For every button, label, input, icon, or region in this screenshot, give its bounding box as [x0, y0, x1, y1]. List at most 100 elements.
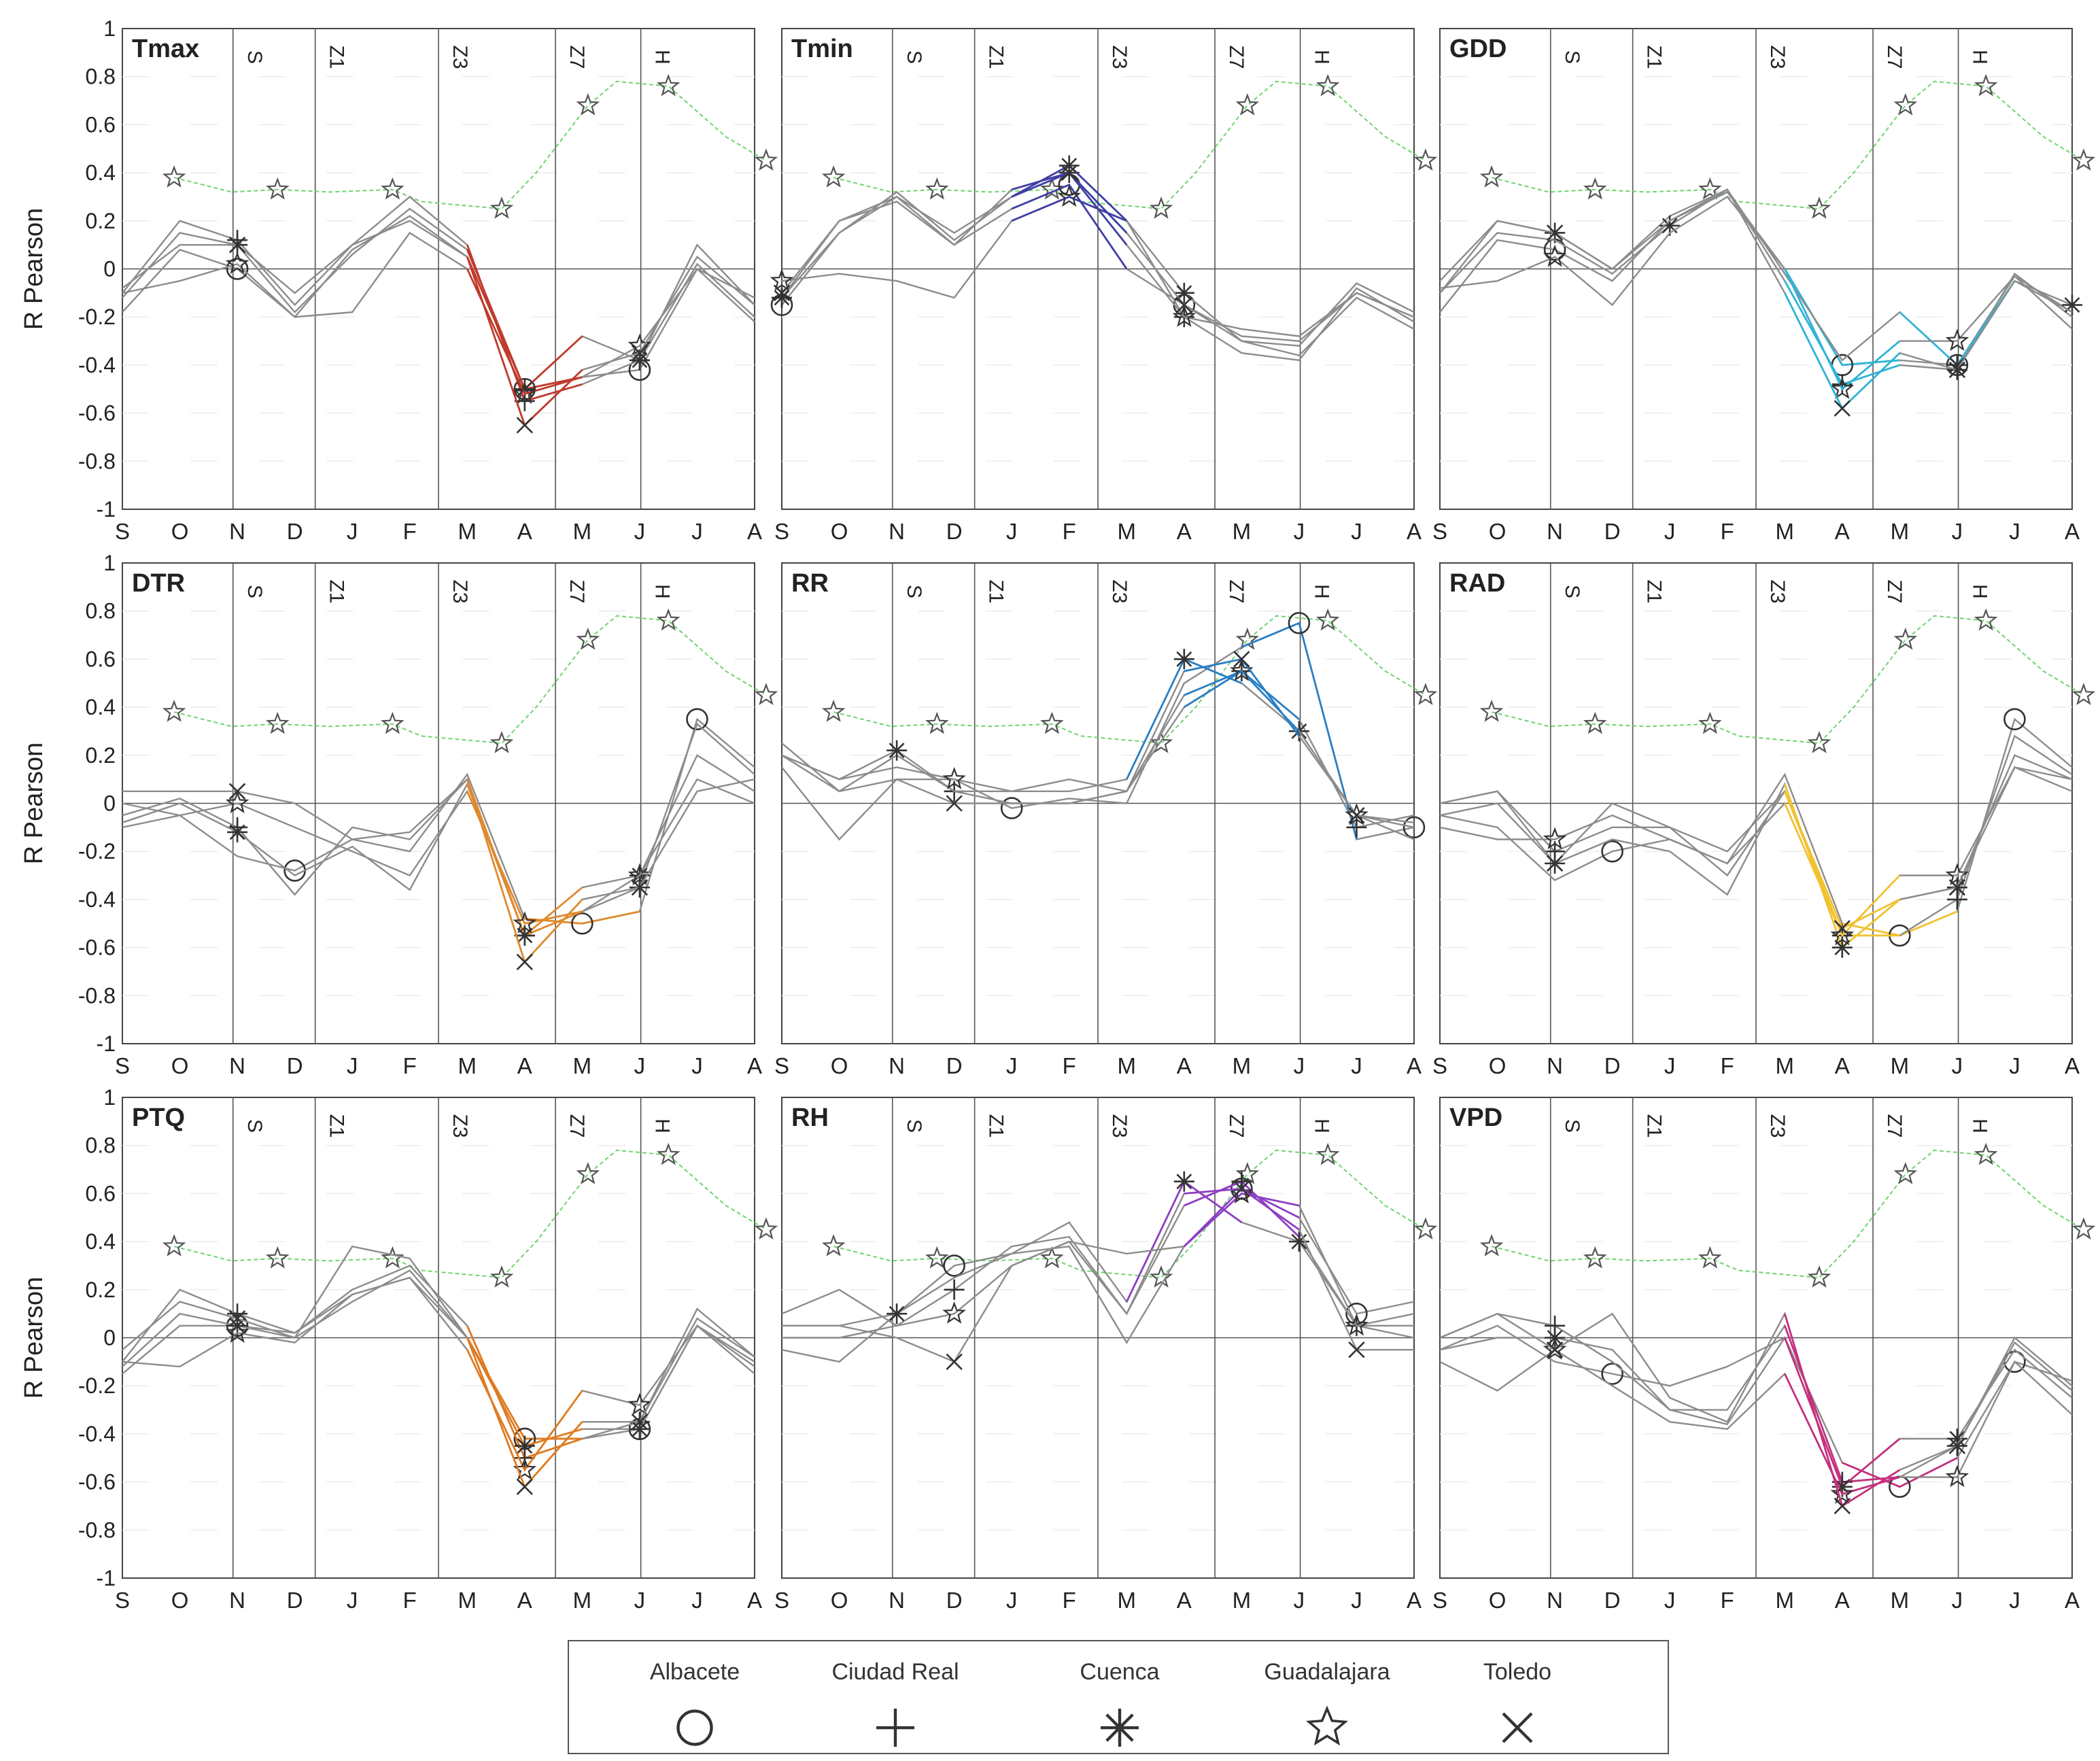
x-tick-label: M	[573, 1588, 592, 1613]
panel-rh-title: RH	[791, 1104, 829, 1132]
star-marker	[1583, 1246, 1607, 1269]
star-marker	[381, 1246, 404, 1269]
reference-series-line	[833, 615, 1426, 745]
reference-series-line	[833, 1149, 1426, 1279]
star-marker	[1807, 1265, 1831, 1288]
plus-marker	[944, 1279, 965, 1300]
x-marker	[516, 417, 533, 434]
x-tick-label: S	[115, 1588, 130, 1613]
stage-label-s: S	[243, 585, 266, 598]
stage-label-z7: Z7	[1883, 1114, 1906, 1138]
circle-marker	[1402, 816, 1426, 839]
y-axis-label: R Pearson	[20, 1277, 48, 1399]
stage-label-h: H	[1311, 1118, 1333, 1133]
legend-label-albacete: Albacete	[649, 1659, 740, 1685]
series-line-cuenca	[122, 754, 755, 937]
y-tick-label: 0.8	[86, 65, 116, 89]
panel-vpd-title: VPD	[1449, 1104, 1502, 1132]
x-tick-label: A	[1407, 1588, 1422, 1613]
x-tick-label: A	[1835, 1053, 1850, 1078]
plus-marker	[1346, 817, 1367, 838]
x-tick-label: F	[403, 519, 417, 544]
star-marker	[162, 165, 186, 188]
star-marker	[770, 269, 794, 291]
circle-marker	[686, 708, 708, 731]
x-tick-label: J	[1294, 1588, 1305, 1613]
star-marker	[1543, 827, 1567, 850]
x-marker	[1948, 1437, 1966, 1454]
x-tick-label: S	[774, 519, 789, 544]
star-marker	[942, 767, 966, 789]
series-line-toledo	[1439, 1312, 2073, 1507]
stage-label-s: S	[1561, 1119, 1583, 1133]
x-tick-label: M	[1891, 1053, 1910, 1078]
star-marker	[1583, 177, 1607, 200]
star-marker	[1479, 1234, 1504, 1256]
series-line-guadalajara	[122, 231, 755, 395]
stage-label-z1: Z1	[985, 45, 1008, 69]
star-marker	[1974, 73, 1998, 97]
asterisk-marker	[1173, 649, 1194, 670]
stage-label-s: S	[903, 1119, 925, 1133]
star-marker	[925, 1246, 949, 1269]
y-tick-label: 0.4	[86, 1229, 116, 1254]
stage-label-z1: Z1	[1643, 1114, 1666, 1138]
x-tick-label: O	[171, 1588, 189, 1613]
y-tick-label: -0.4	[78, 887, 116, 912]
x-marker	[1546, 855, 1564, 872]
y-tick-label: 0.6	[86, 647, 116, 671]
stage-label-z7: Z7	[566, 1114, 588, 1138]
panel-rr-title: RR	[791, 569, 829, 598]
x-tick-label: A	[517, 519, 532, 544]
x-tick-label: N	[1547, 1588, 1563, 1613]
y-tick-label: -0.6	[78, 401, 116, 426]
stage-label-z1: Z1	[326, 1114, 348, 1138]
panel-rh: S Z1 Z3 Z7 H RH	[781, 1097, 1438, 1579]
series-line-toledo	[1439, 754, 2073, 929]
asterisk-marker	[887, 1303, 908, 1324]
star-marker	[627, 1392, 652, 1416]
x-tick-label: F	[403, 1588, 417, 1613]
asterisk-marker	[1946, 354, 1967, 375]
star-marker	[1974, 1142, 1998, 1165]
star-marker	[627, 333, 652, 356]
series-line-guadalajara	[781, 670, 1415, 840]
circle-icon	[676, 1709, 713, 1746]
star-marker	[265, 711, 290, 734]
star-marker	[627, 863, 652, 886]
x-tick-label: A	[2065, 519, 2080, 544]
panel-rad-title: RAD	[1449, 569, 1505, 598]
stage-label-z1: Z1	[326, 579, 348, 603]
stage-label-z3: Z3	[1766, 45, 1789, 69]
x-tick-label: J	[1952, 1053, 1963, 1078]
star-marker	[1315, 608, 1340, 631]
x-tick-label: J	[1006, 519, 1018, 544]
x-tick-label: A	[517, 1053, 532, 1078]
y-tick-label: -0.6	[78, 1470, 116, 1494]
reference-series-line	[173, 80, 767, 210]
x-tick-label: J	[1952, 519, 1963, 544]
series-line-toledo	[1439, 188, 2073, 410]
x-tick-label: M	[458, 1588, 477, 1613]
y-tick-label: -0.2	[78, 305, 116, 329]
circle-marker	[226, 258, 249, 280]
reference-series-line	[1491, 1149, 2084, 1279]
star-marker	[225, 252, 249, 275]
stage-label-z3: Z3	[1108, 579, 1131, 603]
star-marker	[1413, 148, 1438, 171]
x-marker	[773, 284, 791, 302]
x-marker	[1834, 400, 1851, 417]
series-line-guadalajara	[122, 778, 755, 925]
x-tick-label: M	[1118, 1053, 1137, 1078]
panel-gdd-title: GDD	[1449, 35, 1507, 63]
star-marker	[1893, 92, 1918, 116]
x-tick-label: A	[747, 1588, 762, 1613]
x-tick-label: J	[1952, 1588, 1963, 1613]
x-tick-label: D	[946, 519, 963, 544]
x-tick-label: S	[1432, 1053, 1447, 1078]
asterisk-marker	[1831, 937, 1853, 958]
star-marker	[1893, 1161, 1918, 1184]
star-marker	[1235, 92, 1260, 116]
x-tick-label: J	[634, 519, 646, 544]
star-marker	[1172, 305, 1197, 327]
